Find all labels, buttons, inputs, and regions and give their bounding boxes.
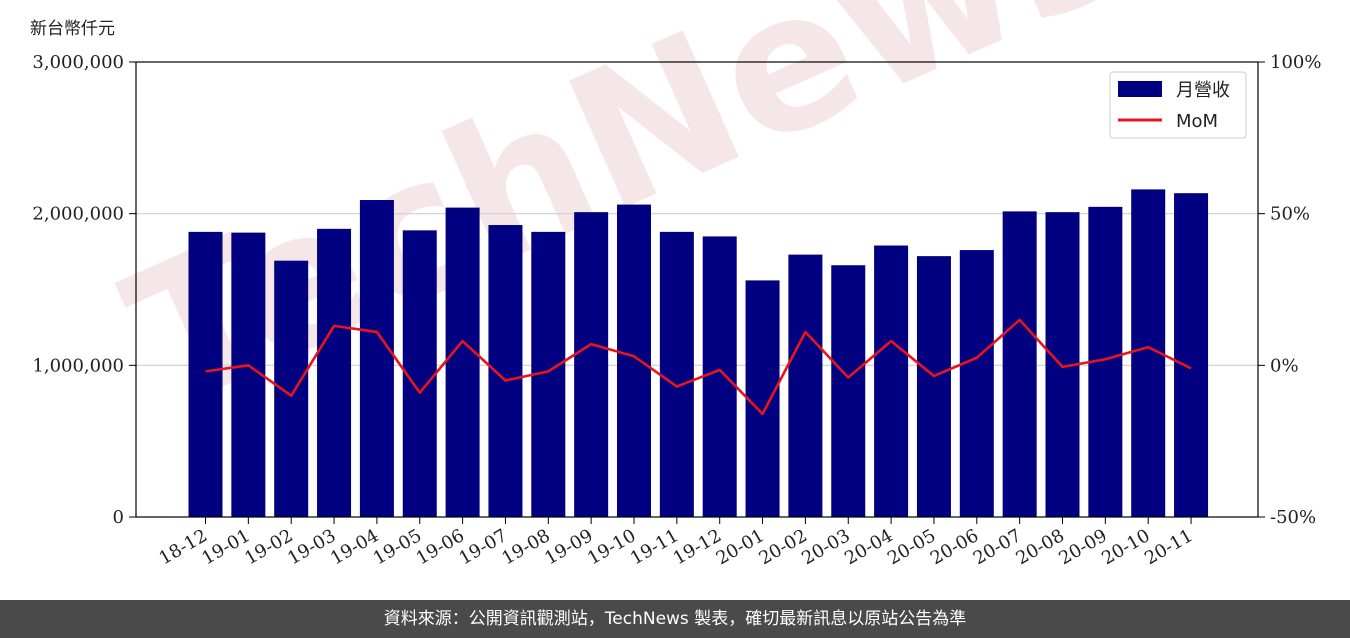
revenue-bar	[788, 254, 823, 517]
revenue-bar	[916, 256, 951, 517]
x-tick-label: 20-08	[1013, 525, 1068, 569]
x-tick-label: 19-08	[498, 525, 553, 569]
x-tick-label: 20-03	[798, 525, 853, 569]
x-tick-label: 19-06	[413, 525, 468, 569]
revenue-bar	[1002, 211, 1037, 517]
y-right-tick-label: -50%	[1270, 507, 1316, 528]
x-tick-label: 19-09	[541, 525, 596, 569]
x-tick-label: 20-05	[884, 525, 939, 569]
revenue-bar	[874, 245, 909, 517]
mom-line	[205, 318, 1192, 416]
y-left-tick-label: 0	[113, 507, 124, 528]
revenue-bar	[574, 212, 609, 517]
x-tick-label: 19-04	[327, 525, 382, 569]
legend-bar-swatch	[1118, 81, 1162, 97]
x-tick-label: 20-01	[713, 525, 768, 569]
bar-series	[188, 189, 1209, 518]
revenue-bar	[745, 280, 780, 517]
mom-line-series	[205, 318, 1192, 416]
legend-line-label: MoM	[1176, 111, 1218, 132]
x-tick-label: 20-11	[1141, 525, 1196, 569]
revenue-bar	[188, 231, 223, 517]
x-tick-label: 19-05	[370, 525, 425, 569]
revenue-bar	[359, 200, 394, 517]
y-left-tick-label: 2,000,000	[32, 204, 124, 225]
x-tick-label: 20-06	[927, 525, 982, 569]
x-tick-label: 20-09	[1055, 525, 1110, 569]
revenue-bar	[317, 228, 352, 518]
y-left-tick-label: 3,000,000	[32, 52, 124, 73]
revenue-chart: TechNews 01,000,0002,000,0003,000,000-50…	[30, 0, 1321, 569]
x-tick-label: 19-03	[284, 525, 339, 569]
y-right-tick-label: 100%	[1270, 52, 1321, 73]
y-right-tick-label: 50%	[1270, 204, 1310, 225]
x-tick-label: 19-10	[584, 525, 639, 569]
plot-frame	[135, 61, 1259, 518]
source-footer: 資料來源：公開資訊觀測站，TechNews 製表，確切最新訊息以原站公告為準	[0, 600, 1350, 638]
legend: 月營收 MoM	[1109, 71, 1247, 139]
x-tick-label: 19-11	[627, 525, 682, 569]
revenue-bar	[831, 265, 866, 517]
x-tick-label: 19-02	[241, 525, 296, 569]
x-tick-label: 20-10	[1098, 525, 1153, 569]
y-left-tick-label: 1,000,000	[32, 355, 124, 376]
revenue-bar	[702, 236, 737, 517]
revenue-bar	[402, 230, 437, 517]
legend-bar-label: 月營收	[1176, 80, 1230, 101]
x-tick-label: 20-04	[841, 525, 896, 569]
revenue-bar	[959, 250, 994, 518]
y-unit-label: 新台幣仟元	[30, 19, 115, 39]
revenue-bar	[659, 231, 694, 517]
revenue-bar	[445, 207, 480, 517]
revenue-bar	[1174, 193, 1209, 518]
x-tick-label: 18-12	[156, 525, 211, 569]
y-right-tick-label: 0%	[1270, 355, 1299, 376]
x-tick-label: 20-02	[755, 525, 810, 569]
x-tick-label: 20-07	[970, 525, 1025, 569]
x-tick-label: 19-01	[198, 525, 253, 569]
revenue-bar	[274, 260, 309, 517]
x-tick-label: 19-12	[670, 525, 725, 569]
revenue-bar	[617, 204, 651, 518]
x-tick-label: 19-07	[456, 525, 511, 569]
